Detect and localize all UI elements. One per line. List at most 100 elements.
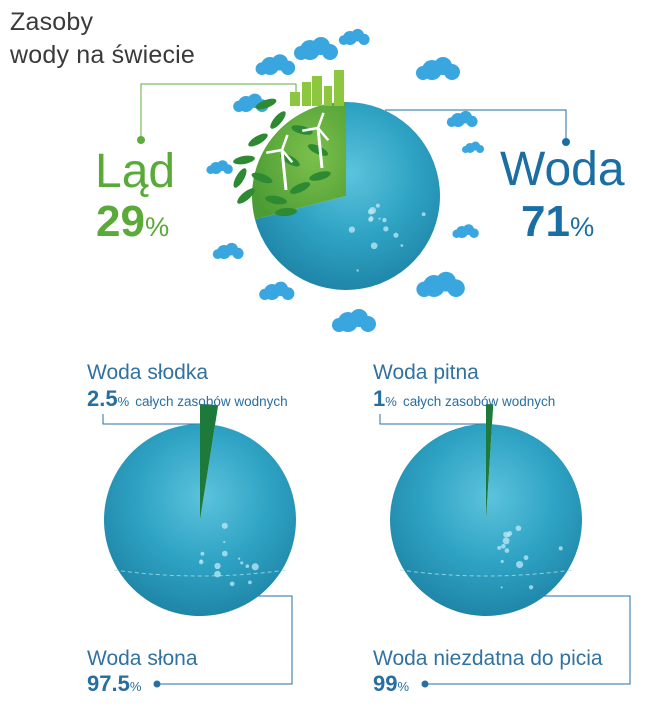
leader-dot-bottom: [153, 680, 161, 688]
cloud-puff: [332, 318, 346, 332]
leaf-icon: [255, 98, 277, 110]
cloud-puff: [322, 44, 338, 60]
water-bubble: [421, 212, 426, 217]
cloud-puff: [223, 164, 233, 174]
leader-dot-water: [562, 138, 570, 146]
water-bubble: [516, 560, 524, 569]
slice-value-land-unit: %: [144, 211, 170, 242]
leaf-icon: [275, 207, 297, 217]
water-bubble: [238, 557, 241, 560]
cloud-icon: [462, 141, 484, 153]
cloud-icon: [255, 54, 296, 75]
leaf-icon: [233, 155, 255, 165]
cloud-puff: [462, 146, 469, 153]
slice-value-non-drinkable-number: 99: [373, 671, 398, 696]
leaf-icon: [237, 188, 255, 204]
water-bubble: [214, 562, 221, 570]
cloud-puff: [280, 60, 296, 75]
wind-turbine-blade: [317, 127, 330, 142]
slice-value-drinkable: 1% całych zasobów wodnych: [373, 388, 555, 410]
leaf-icon: [309, 171, 331, 181]
slice-value-water-unit: %: [569, 211, 595, 242]
water-bubble: [240, 561, 244, 565]
slice-label-land: Ląd: [95, 145, 176, 198]
slice-value-drinkable-unit: %: [385, 394, 397, 409]
leader-lines: [102, 83, 631, 688]
city-building-icon: [302, 82, 311, 106]
slice-label-freshwater: Woda słodka: [87, 361, 209, 384]
cloud-puff: [446, 117, 457, 127]
water-bubble: [368, 217, 374, 222]
cloud-puff: [358, 33, 370, 46]
slice-value-drinkable-number: 1: [373, 386, 386, 411]
water-bubble: [214, 570, 221, 578]
cloud-puff: [416, 281, 432, 297]
leaf-icon: [291, 125, 313, 135]
slice-water: [254, 102, 441, 290]
city-building-icon: [290, 92, 300, 106]
water-bubble: [497, 545, 502, 550]
cloud-puff: [466, 115, 478, 127]
water-bubble: [367, 208, 374, 215]
cloud-icon: [294, 37, 338, 60]
water-bubble: [400, 244, 404, 247]
horizon-line: [113, 569, 287, 577]
water-bubble: [558, 546, 563, 551]
cloud-icon: [206, 160, 233, 174]
water-bubble: [378, 217, 381, 220]
slice-value-land: 29%: [96, 200, 169, 244]
water-bubble: [221, 550, 228, 557]
cloud-icon: [259, 281, 295, 300]
cloud-icon: [446, 110, 478, 127]
water-bubble: [523, 555, 529, 561]
cloud-icon: [452, 224, 479, 238]
horizon-line: [399, 569, 573, 577]
leader-line-bottom: [425, 595, 631, 685]
slice-value-freshwater: 2.5% całych zasobów wodnych: [87, 388, 288, 410]
water-bubble: [356, 269, 359, 272]
slice-woda-słona: [104, 424, 297, 617]
cloud-icon: [332, 309, 376, 332]
leader-dot-land: [137, 136, 145, 144]
slice-value-water: 71%: [521, 200, 594, 244]
cloud-puff: [452, 229, 461, 238]
pie-fresh-salt-water: [104, 404, 297, 617]
cloud-puff: [360, 316, 376, 332]
slice-value-saltwater-unit: %: [129, 679, 142, 694]
cloud-puff: [444, 64, 460, 80]
slice-note-drinkable: całych zasobów wodnych: [402, 394, 556, 409]
wind-turbine-blade: [316, 112, 325, 129]
slice-value-saltwater-number: 97.5: [87, 671, 130, 696]
water-bubble: [223, 541, 226, 544]
leaf-icon: [233, 168, 247, 188]
leader-dot-bottom: [421, 680, 429, 688]
cloud-icon: [416, 271, 465, 298]
leader-line-top: [379, 414, 489, 425]
pie-drinkable-water: [390, 404, 583, 617]
leader-line-water: [385, 109, 567, 142]
cloud-puff: [294, 46, 308, 60]
wind-turbine-blade: [280, 134, 289, 151]
water-bubble: [515, 525, 522, 532]
water-bubble: [245, 564, 250, 568]
cloud-puff: [232, 247, 244, 259]
water-bubble: [501, 544, 506, 549]
cloud-puff: [255, 62, 269, 75]
water-bubble: [383, 226, 389, 232]
pie-land-water: [251, 102, 441, 290]
cloud-icon: [338, 28, 370, 46]
city-building-icon: [334, 70, 344, 106]
water-bubble: [506, 533, 511, 538]
leader-line-land: [140, 83, 297, 140]
slice-value-non-drinkable-unit: %: [397, 679, 410, 694]
slice-woda-słodka: [200, 404, 219, 520]
water-bubble: [504, 548, 510, 553]
slice-woda-niezdatna-do-picia: [390, 424, 583, 617]
leaf-icon: [307, 144, 329, 156]
leaf-icon: [289, 182, 311, 194]
leaf-icon: [265, 195, 287, 205]
water-bubble: [500, 586, 503, 589]
water-bubble: [200, 551, 205, 556]
slice-value-freshwater-unit: %: [117, 394, 130, 409]
